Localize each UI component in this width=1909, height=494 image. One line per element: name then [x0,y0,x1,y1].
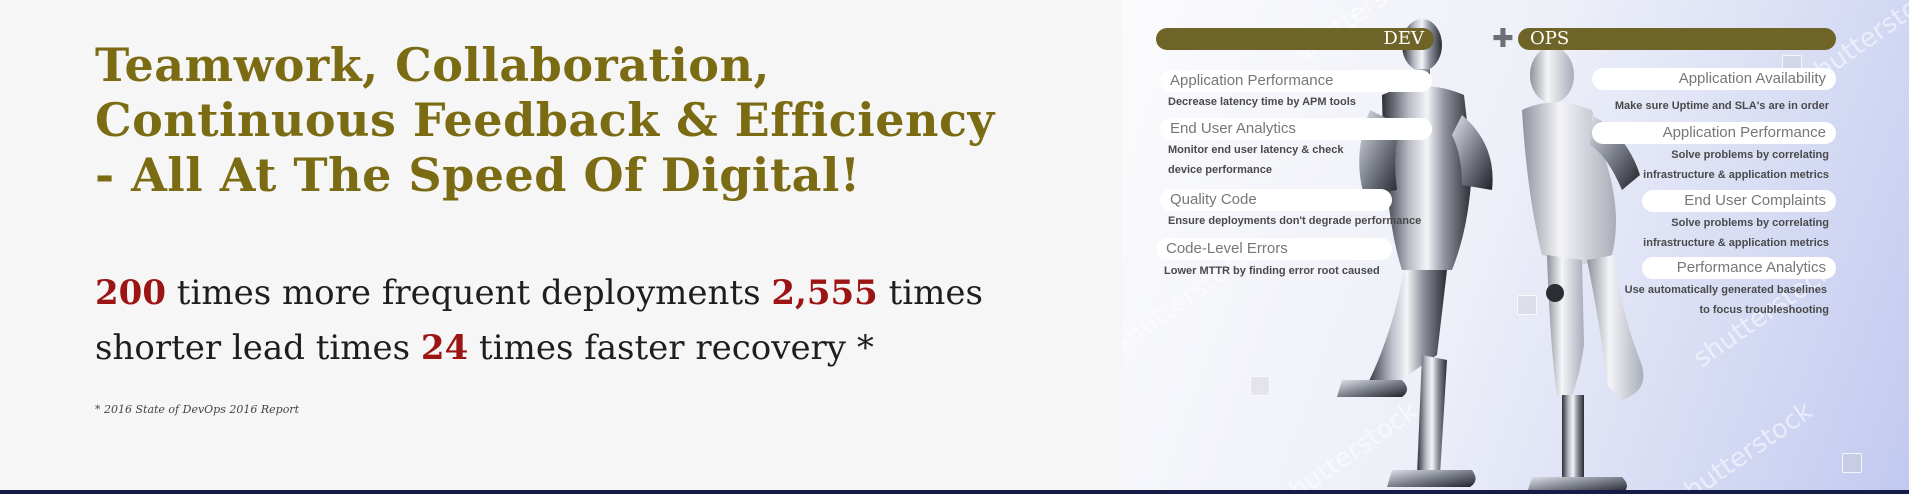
ops-item-desc: Make sure Uptime and SLA's are in order [1614,100,1829,112]
ops-item-title: Application Availability [1592,68,1836,90]
ops-item-desc: Solve problems by correlating [1671,217,1829,229]
plus-icon: ✚ [1492,24,1514,54]
dev-item-desc: Ensure deployments don't degrade perform… [1168,215,1422,227]
dev-item-desc: Decrease latency time by APM tools [1168,96,1356,108]
devops-graphic: shutterstock shutterstock shutterstock s… [1122,0,1909,490]
stat-recovery-text: times faster recovery * [468,328,874,368]
dev-header-bar: DEV [1156,28,1434,50]
dev-item-title: Application Performance [1160,70,1432,92]
dev-item-title: Code-Level Errors [1156,238,1392,260]
ops-item-title: Performance Analytics [1642,257,1836,279]
stat-recovery-number: 24 [420,328,469,368]
ops-header-bar: OPS [1518,28,1836,50]
ops-item-desc: Solve problems by correlating [1671,149,1829,161]
ops-item-title: End User Complaints [1642,190,1836,212]
ops-item-title: Application Performance [1592,122,1836,144]
text-panel: Teamwork, Collaboration, Continuous Feed… [95,38,1105,416]
ops-item-desc: infrastructure & application metrics [1643,169,1829,181]
ops-item-desc: infrastructure & application metrics [1643,237,1829,249]
dev-item-title: End User Analytics [1160,118,1432,140]
dev-item-desc: Lower MTTR by finding error root caused [1164,265,1380,277]
headline-line-3: - All At The Speed Of Digital! [95,148,861,202]
ops-item-desc: Use automatically generated baselines [1624,284,1827,296]
stat-deployments-text: times more frequent deployments [165,273,772,313]
watermark-icon [1517,295,1537,315]
headline-line-2: Continuous Feedback & Efficiency [95,93,995,147]
watermark-icon [1250,376,1270,396]
stat-deployments-number: 200 [95,273,166,313]
watermark-icon [1842,453,1862,473]
ops-robot [1522,47,1644,490]
dev-item-desc: device performance [1168,164,1272,176]
footnote: * 2016 State of DevOps 2016 Report [95,403,299,416]
headline: Teamwork, Collaboration, Continuous Feed… [95,38,995,203]
ops-item-desc: to focus troubleshooting [1699,304,1829,316]
stat-lead-time-text: times shorter lead times [95,273,983,368]
stats-text: 200 times more frequent deployments 2,55… [95,266,1105,376]
stat-lead-time-number: 2,555 [771,273,878,313]
dev-item-title: Quality Code [1160,189,1392,211]
bottom-border [0,490,1909,494]
dev-item-desc: Monitor end user latency & check [1168,144,1344,156]
headline-line-1: Teamwork, Collaboration, [95,38,770,92]
